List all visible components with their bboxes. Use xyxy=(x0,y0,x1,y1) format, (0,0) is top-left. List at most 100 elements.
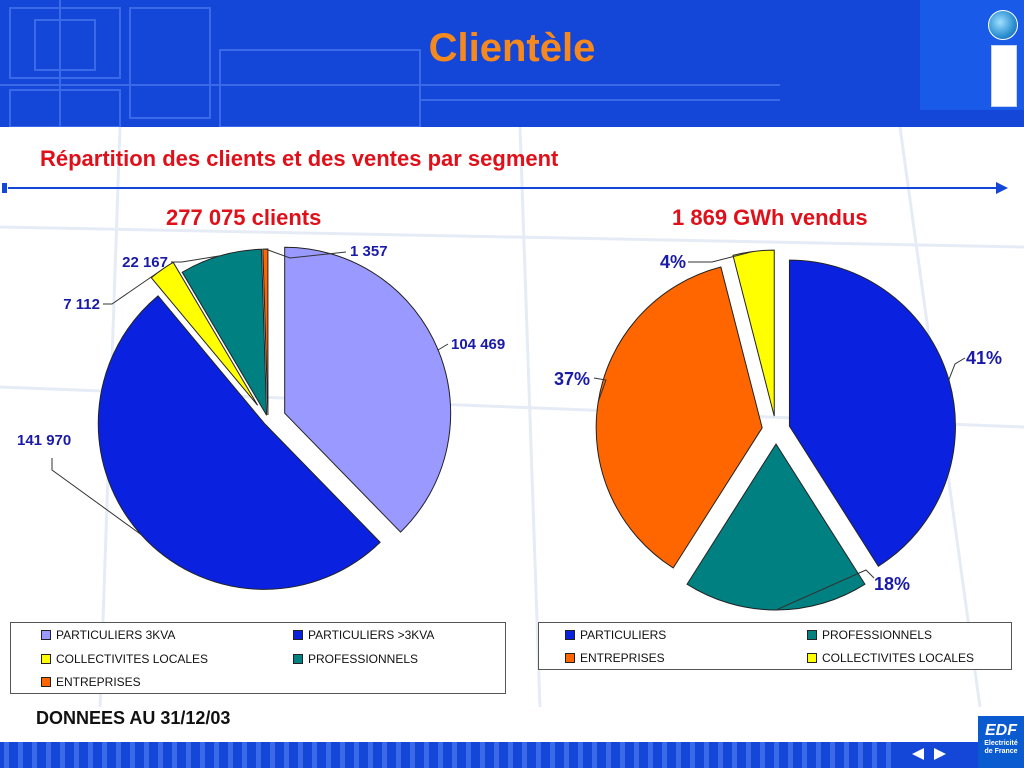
next-slide-icon[interactable] xyxy=(934,748,946,760)
legend-label: PARTICULIERS >3KVA xyxy=(308,628,435,642)
data-label: 22 167 xyxy=(122,254,168,271)
bar-stripe xyxy=(536,742,541,768)
data-label: 41% xyxy=(966,348,1002,368)
clients-chart-title: 277 075 clients xyxy=(166,205,322,230)
bar-stripe xyxy=(704,742,709,768)
bar-stripe xyxy=(438,742,443,768)
legend-swatch xyxy=(565,653,575,663)
slide-subtitle: Répartition des clients et des ventes pa… xyxy=(40,146,559,171)
bottom-bar xyxy=(0,742,1024,768)
bar-stripe xyxy=(746,742,751,768)
legend-label: PARTICULIERS 3KVA xyxy=(56,628,176,642)
sales-pie: 41% 18% 37% 4% xyxy=(554,249,1002,611)
legend-swatch xyxy=(41,630,51,640)
data-label: 104 469 xyxy=(451,336,505,353)
legend-label: ENTREPRISES xyxy=(56,675,141,689)
bar-stripe xyxy=(858,742,863,768)
bar-stripe xyxy=(298,742,303,768)
legend-swatch xyxy=(565,630,575,640)
edf-logo-text: EDF xyxy=(985,722,1017,739)
leader-line xyxy=(51,458,142,535)
legend-label: COLLECTIVITES LOCALES xyxy=(56,652,209,666)
sales-legend: PARTICULIERS PROFESSIONNELS ENTREPRISES … xyxy=(538,622,1012,670)
bar-stripe xyxy=(214,742,219,768)
bar-stripe xyxy=(172,742,177,768)
slide-header xyxy=(0,0,1024,127)
legend-item: PARTICULIERS xyxy=(565,628,666,642)
edf-logo: EDF Electricité de France xyxy=(978,716,1024,768)
legend-label: ENTREPRISES xyxy=(580,651,665,665)
legend-label: PROFESSIONNELS xyxy=(308,652,419,666)
bar-stripe xyxy=(340,742,345,768)
bar-stripe xyxy=(186,742,191,768)
data-label: 1 357 xyxy=(350,243,388,260)
bar-stripe xyxy=(312,742,317,768)
data-date-note: DONNEES AU 31/12/03 xyxy=(36,708,231,728)
slide-title: Clientèle xyxy=(428,26,596,70)
bar-stripe xyxy=(480,742,485,768)
bar-stripe xyxy=(354,742,359,768)
bar-stripe xyxy=(676,742,681,768)
leader-line xyxy=(948,357,966,380)
legend-item: PROFESSIONNELS xyxy=(807,628,932,642)
bar-stripe xyxy=(508,742,513,768)
bar-stripe xyxy=(690,742,695,768)
legend-swatch xyxy=(807,653,817,663)
bar-stripe xyxy=(228,742,233,768)
legend-swatch xyxy=(293,630,303,640)
legend-label: PARTICULIERS xyxy=(580,628,667,642)
bar-stripe xyxy=(578,742,583,768)
legend-item: COLLECTIVITES LOCALES xyxy=(41,652,208,666)
sales-chart-title: 1 869 GWh vendus xyxy=(672,205,868,230)
bar-stripe xyxy=(550,742,555,768)
legend-item: ENTREPRISES xyxy=(41,675,141,689)
leader-line xyxy=(171,255,221,263)
pie-slice xyxy=(181,248,268,416)
legend-item: PARTICULIERS >3KVA xyxy=(293,628,434,642)
clients-pie: 104 469 141 970 7 112 22 167 1 357 xyxy=(17,243,505,590)
bar-stripe xyxy=(32,742,37,768)
bar-stripe xyxy=(424,742,429,768)
legend-item: PROFESSIONNELS xyxy=(293,652,418,666)
document-icon xyxy=(991,45,1017,107)
bar-stripe xyxy=(620,742,625,768)
bar-stripe xyxy=(158,742,163,768)
legend-label: PROFESSIONNELS xyxy=(822,628,933,642)
data-label: 7 112 xyxy=(63,296,100,313)
bar-stripe xyxy=(144,742,149,768)
leader-line xyxy=(437,343,449,351)
data-label: 18% xyxy=(874,574,910,594)
bar-stripe xyxy=(648,742,653,768)
bar-stripe xyxy=(60,742,65,768)
data-label: 4% xyxy=(660,252,686,272)
leader-line xyxy=(593,377,607,403)
edf-logo-subtext: Electricité xyxy=(984,740,1018,747)
bar-stripe xyxy=(718,742,723,768)
bar-stripe xyxy=(774,742,779,768)
bar-stripe xyxy=(732,742,737,768)
leader-line xyxy=(775,569,875,611)
bar-stripe xyxy=(802,742,807,768)
legend-item: COLLECTIVITES LOCALES xyxy=(807,651,974,665)
bar-stripe xyxy=(18,742,23,768)
bar-stripe xyxy=(662,742,667,768)
header-grid-decoration xyxy=(0,0,780,127)
bar-stripe xyxy=(816,742,821,768)
bar-stripe xyxy=(634,742,639,768)
data-label: 37% xyxy=(554,369,590,389)
bottom-bar-pattern xyxy=(4,742,891,768)
bar-stripe xyxy=(284,742,289,768)
bar-stripe xyxy=(452,742,457,768)
bar-stripe xyxy=(830,742,835,768)
bar-stripe xyxy=(368,742,373,768)
bar-stripe xyxy=(522,742,527,768)
leader-line xyxy=(265,248,347,259)
legend-item: PARTICULIERS 3KVA xyxy=(41,628,175,642)
bar-stripe xyxy=(242,742,247,768)
bar-stripe xyxy=(886,742,891,768)
bar-stripe xyxy=(466,742,471,768)
bar-stripe xyxy=(606,742,611,768)
leader-line xyxy=(103,269,163,305)
previous-slide-icon[interactable] xyxy=(912,748,924,760)
